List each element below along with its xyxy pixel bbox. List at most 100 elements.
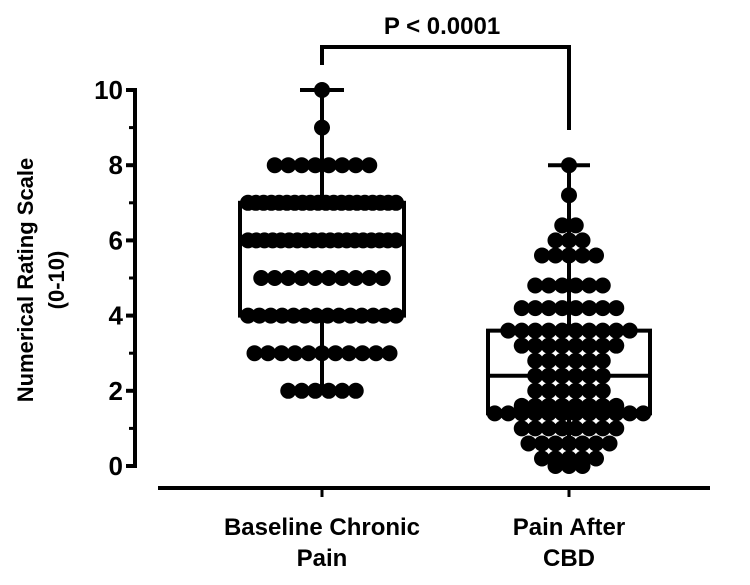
data-point (260, 345, 276, 362)
category-label-cbd-line1: Pain After (513, 514, 625, 541)
data-point (554, 300, 571, 317)
data-point (368, 345, 384, 362)
data-point (361, 270, 378, 286)
data-point (594, 420, 611, 437)
data-point (365, 307, 382, 324)
data-point (388, 194, 404, 211)
data-point (314, 119, 330, 136)
data-point (342, 307, 359, 324)
data-point (588, 450, 604, 467)
data-point (314, 82, 330, 98)
x-axis (158, 486, 710, 497)
data-point (293, 270, 310, 286)
data-point (581, 277, 598, 294)
data-point (334, 382, 351, 399)
data-point (567, 382, 584, 399)
data-point (594, 367, 611, 384)
y-axis: 0 2 4 6 8 10 (94, 75, 137, 481)
data-point (635, 405, 652, 422)
y-axis-title: Numerical Rating Scale (0-10) (13, 158, 69, 403)
data-point (540, 352, 557, 369)
data-point (331, 307, 348, 324)
data-point (307, 270, 324, 286)
data-point (554, 277, 571, 294)
data-point (608, 337, 625, 354)
data-point (534, 435, 550, 452)
data-point (307, 157, 324, 174)
data-point (581, 382, 598, 399)
data-point (581, 322, 598, 339)
data-point (513, 300, 530, 317)
data-point (581, 405, 598, 422)
data-point (567, 367, 584, 384)
data-point (500, 405, 517, 422)
y-tick-label: 6 (109, 225, 123, 255)
data-point (567, 337, 584, 354)
data-point (527, 405, 544, 422)
data-point (319, 307, 336, 324)
data-point (376, 307, 393, 324)
data-point (588, 435, 604, 452)
data-point (594, 352, 611, 369)
data-point (554, 352, 571, 369)
data-point (334, 270, 351, 286)
y-tick-label: 0 (109, 451, 123, 481)
data-point (554, 322, 571, 339)
data-point (554, 420, 571, 437)
data-point (574, 458, 591, 474)
data-point (540, 382, 557, 399)
data-point (527, 322, 544, 339)
data-point (280, 270, 297, 286)
data-point (314, 345, 330, 362)
data-point (388, 307, 404, 324)
data-point (567, 420, 584, 437)
data-point (621, 405, 638, 422)
y-axis-title-line1: Numerical Rating Scale (13, 158, 38, 403)
data-point (554, 337, 571, 354)
data-point (347, 270, 364, 286)
category-label-baseline-line2: Pain (297, 545, 348, 572)
data-point (320, 270, 337, 286)
data-point (513, 322, 530, 339)
data-point (608, 300, 625, 317)
data-point (581, 300, 598, 317)
data-point (561, 458, 577, 474)
data-point (361, 157, 378, 174)
data-point (287, 345, 303, 362)
data-point (266, 157, 283, 174)
data-point (381, 345, 398, 362)
data-point (574, 435, 591, 452)
data-point (594, 277, 611, 294)
y-tick-label: 4 (109, 301, 124, 331)
data-point (594, 382, 611, 399)
data-point (374, 270, 391, 286)
data-point (527, 300, 544, 317)
data-point (320, 382, 337, 399)
data-point (574, 232, 591, 249)
data-point (308, 307, 325, 324)
data-point (561, 187, 577, 204)
data-point (253, 270, 270, 286)
data-point (567, 322, 584, 339)
data-point (273, 345, 290, 362)
data-point (540, 322, 557, 339)
data-point (300, 345, 317, 362)
data-point (240, 307, 256, 324)
bracket-line (320, 45, 571, 130)
category-label-cbd-line2: CBD (543, 545, 595, 572)
data-point (527, 352, 544, 369)
data-point (561, 157, 577, 174)
data-point (588, 247, 604, 264)
data-point (547, 458, 564, 474)
data-point (581, 337, 598, 354)
data-point (594, 322, 611, 339)
data-point (581, 367, 598, 384)
data-point (246, 345, 263, 362)
data-point (266, 270, 283, 286)
data-point (581, 352, 598, 369)
data-point (540, 277, 557, 294)
series-baseline-chronic-pain (238, 82, 406, 399)
data-point (296, 307, 313, 324)
y-tick-label: 8 (109, 150, 123, 180)
